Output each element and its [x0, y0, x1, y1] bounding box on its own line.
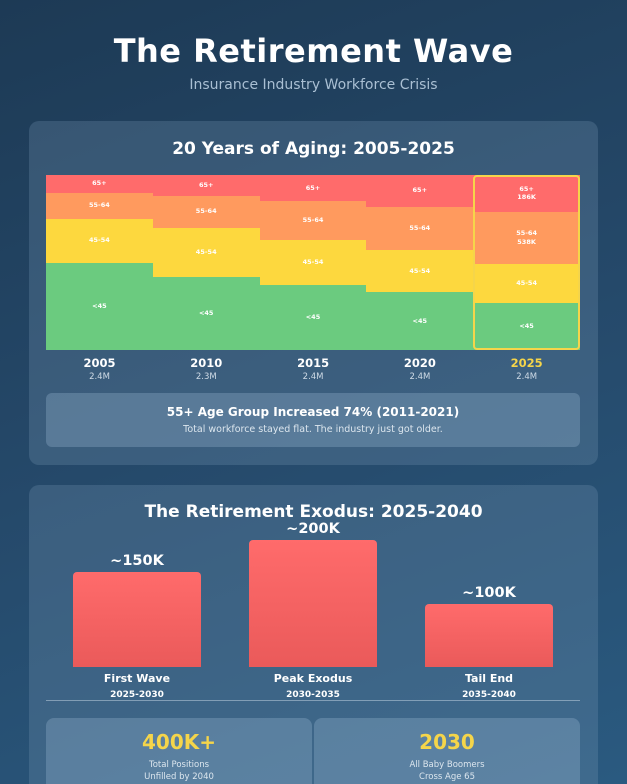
year-tick-label: 2005	[83, 356, 116, 370]
exodus-baseline	[46, 700, 580, 701]
callout-box: 55+ Age Group Increased 74% (2011-2021) …	[46, 393, 580, 447]
bar-category-label: Tail End	[464, 672, 514, 685]
callout-title: 55+ Age Group Increased 74% (2011-2021)	[166, 405, 460, 419]
stack-segment: 45-54	[152, 227, 260, 277]
bar-category-label: Peak Exodus	[273, 672, 353, 685]
stack-segment: <45	[473, 302, 580, 350]
segment-label: 65+	[305, 183, 321, 192]
segment-label: 55-64	[302, 216, 324, 225]
stat-card-boomers: 2030 All Baby Boomers Cross Age 65	[314, 718, 580, 784]
segment-annotation: 538K	[517, 238, 536, 246]
stack-segment: 55-64	[366, 206, 474, 251]
stack-segment: 65+ 186K	[473, 175, 580, 212]
stat-value: 2030	[419, 730, 475, 754]
aging-stacked-chart: <45 45-54 55-64 65+ <45 45-54 55-64 65+ <45 45-54…	[46, 175, 580, 350]
segment-label: 65+	[198, 181, 214, 190]
stack-segment: 45-54	[366, 250, 474, 293]
stat-label: Total Positions	[148, 760, 210, 770]
segment-label: 55-64	[409, 223, 431, 232]
page-subtitle: Insurance Industry Workforce Crisis	[189, 77, 438, 93]
stat-label: Unfilled by 2040	[144, 772, 214, 782]
segment-label: 55-64	[195, 207, 217, 216]
stat-label: Cross Age 65	[419, 772, 475, 782]
stat-value: 400K+	[141, 730, 216, 754]
stack-segment: 65+	[152, 175, 260, 196]
bar-value-label: ~100K	[462, 584, 516, 601]
year-tick-label: 2015	[297, 356, 330, 370]
segment-label: 55-64	[89, 201, 110, 210]
bar-value-label: ~200K	[286, 521, 340, 537]
year-tick-label: 2010	[190, 356, 223, 370]
year-total-label: 2.4M	[89, 372, 110, 382]
stack-segment: 55-64 538K	[473, 211, 580, 265]
year-total-label: 2.4M	[302, 372, 324, 382]
stack-column-2015: <45 45-54 55-64 65+	[259, 175, 367, 350]
stack-segment: 55-64	[152, 196, 260, 228]
segment-label: 65+	[412, 186, 428, 195]
segment-label: 45-54	[89, 236, 110, 245]
bar-category-label: First Wave	[103, 672, 171, 685]
bar-period-label: 2025-2030	[110, 690, 164, 700]
segment-label: <45	[92, 301, 107, 310]
stack-column-2010: <45 45-54 55-64 65+	[152, 175, 260, 350]
segment-label: <45	[305, 313, 321, 322]
stack-column-2020: <45 45-54 55-64 65+	[366, 175, 474, 350]
stack-segment: 65+	[46, 175, 153, 193]
segment-label: <45	[198, 308, 214, 317]
year-tick-label: 2020	[403, 356, 436, 370]
segment-label: 65+	[92, 179, 107, 188]
exodus-bar	[425, 603, 553, 667]
stat-label: All Baby Boomers	[409, 760, 485, 770]
bar-value-label: ~150K	[110, 552, 164, 569]
stack-segment: 45-54	[46, 218, 153, 263]
stack-segment: <45	[152, 276, 260, 350]
segment-label: 65+	[519, 184, 534, 193]
stack-column-2025: <45 45-54 55-64 538K 65+ 186K	[473, 175, 580, 350]
segment-label: 45-54	[302, 258, 324, 267]
segment-label: 45-54	[409, 266, 431, 275]
year-total-label: 2.4M	[409, 372, 431, 382]
bar-period-label: 2035-2040	[462, 690, 516, 700]
stack-segment: 65+	[366, 175, 474, 207]
segment-annotation: 186K	[517, 193, 536, 202]
segment-label: <45	[519, 321, 534, 330]
exodus-bar	[249, 540, 377, 667]
stack-segment: 55-64	[46, 192, 153, 219]
segment-label: 45-54	[195, 247, 217, 256]
stack-column-2005: <45 45-54 55-64 65+	[46, 175, 153, 350]
stack-segment: <45	[46, 262, 153, 350]
page-title: The Retirement Wave	[113, 32, 514, 70]
stack-segment: <45	[366, 292, 474, 350]
callout-text: Total workforce stayed flat. The industr…	[183, 424, 443, 435]
stack-segment: 65+	[259, 175, 367, 202]
exodus-bar	[73, 571, 201, 667]
exodus-chart-title: The Retirement Exodus: 2025-2040	[144, 502, 483, 522]
aging-chart-title: 20 Years of Aging: 2005-2025	[172, 139, 455, 159]
year-tick-label: 2025	[510, 356, 543, 370]
segment-label: <45	[412, 316, 428, 325]
segment-label: 55-64	[516, 229, 537, 238]
year-total-label: 2.4M	[516, 372, 538, 382]
year-total-label: 2.3M	[195, 372, 217, 382]
stack-segment: <45	[259, 285, 367, 350]
stack-segment: 55-64	[259, 201, 367, 240]
segment-label: 45-54	[516, 279, 537, 288]
stack-segment: 45-54	[473, 264, 580, 303]
bar-period-label: 2030-2035	[286, 690, 340, 700]
stat-card-positions: 400K+ Total Positions Unfilled by 2040	[46, 718, 312, 784]
stack-segment: 45-54	[259, 239, 367, 286]
